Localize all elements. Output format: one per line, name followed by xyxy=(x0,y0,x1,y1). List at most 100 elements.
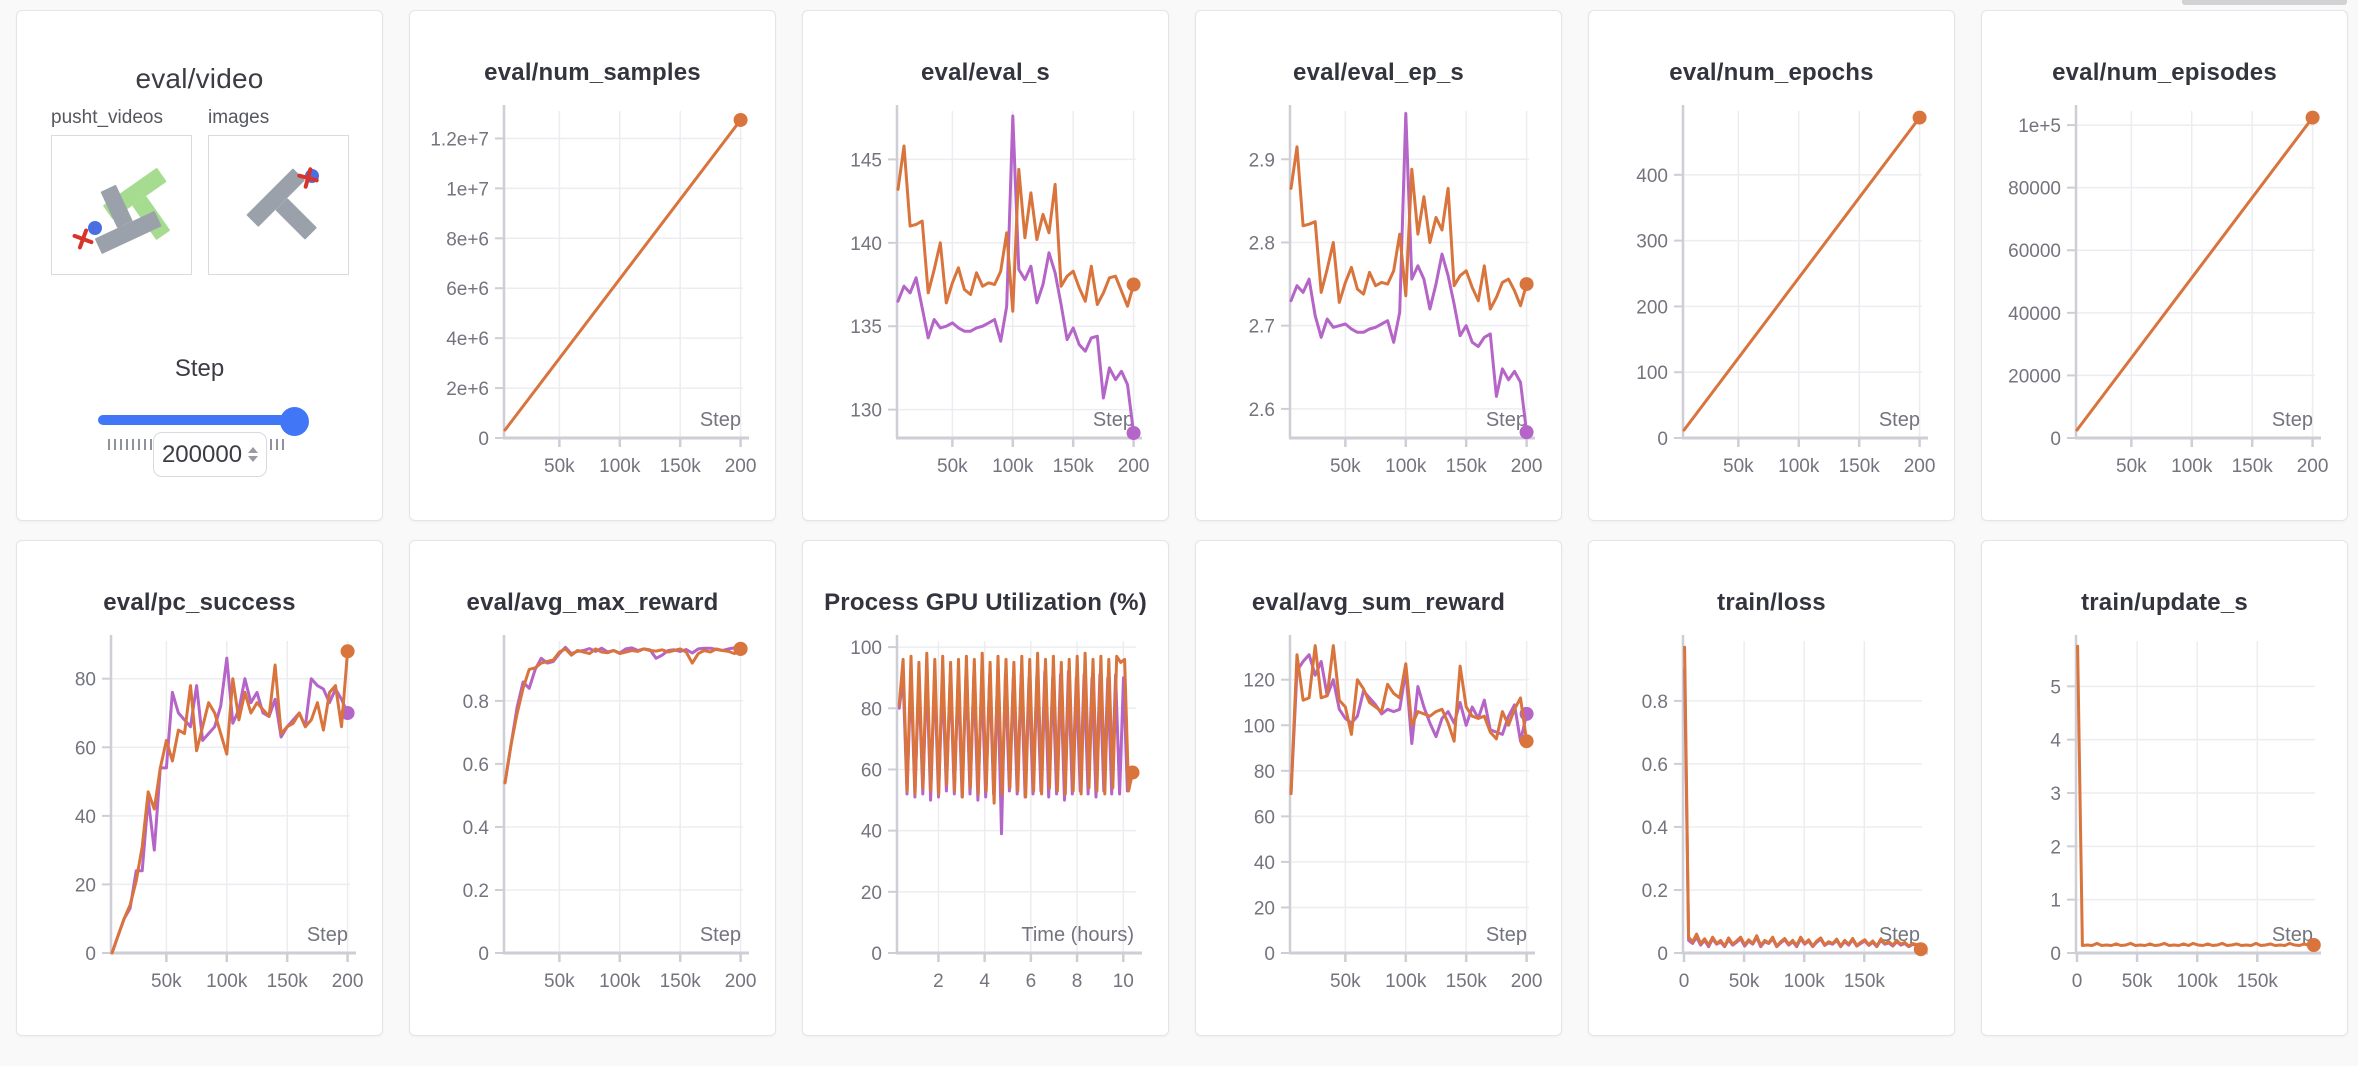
series-line-run-orange[interactable] xyxy=(2075,116,2315,432)
y-tick-label: 2e+6 xyxy=(446,379,489,400)
y-tick-label: 2.6 xyxy=(1249,400,1275,421)
step-value[interactable]: 200000 xyxy=(161,440,243,468)
x-tick-label: 8 xyxy=(1072,971,1083,992)
line-chart[interactable]: 0 50k 100k 150k 0 1 2 3 4 5 Step xyxy=(1982,625,2347,1025)
series-line-run-orange[interactable] xyxy=(110,649,350,955)
line-chart[interactable]: 50k 100k 150k 200 0 20000 40000 60000 80000 1e+5 S… xyxy=(1982,95,2347,510)
y-tick-label: 0 xyxy=(478,429,489,450)
x-tick-label: 150k xyxy=(1053,456,1095,477)
x-tick-label: 200 xyxy=(725,456,757,477)
stepper-arrows[interactable] xyxy=(248,447,259,462)
panel-train-update-s: train/update_s 0 50k 100k 150k 0 1 2 3 4 5 Step xyxy=(1981,540,2348,1036)
x-axis-title: Step xyxy=(307,924,348,946)
series-line-run-purple[interactable] xyxy=(503,645,743,785)
chart-canvas[interactable]: 50k 100k 150k 200 0 0.2 0.4 0.6 0.8 Step xyxy=(410,625,775,1025)
y-tick-label: 0.2 xyxy=(1642,881,1668,902)
chart-canvas[interactable]: 50k 100k 150k 200 0 20000 40000 60000 80000 1e+5 S… xyxy=(1982,95,2347,510)
target-cross-icon xyxy=(72,228,94,250)
series-endpoint-dot-run-purple[interactable] xyxy=(1126,425,1141,440)
series-line-run-purple[interactable] xyxy=(1289,653,1529,796)
x-tick-label: 200 xyxy=(725,971,757,992)
series-line-run-orange[interactable] xyxy=(897,651,1134,805)
series-line-run-purple[interactable] xyxy=(1683,667,1923,951)
series-line-run-orange[interactable] xyxy=(503,647,743,785)
panel-eval-avg-sum-reward: eval/avg_sum_reward 50k 100k 150k 200 0 20 40 6… xyxy=(1195,540,1562,1036)
line-chart[interactable]: 50k 100k 150k 200 0 100 200 300 400 Step xyxy=(1589,95,1954,510)
line-chart[interactable]: 50k 100k 150k 200 0 2e+6 4e+6 6e+6 8e+6 1e+7 1.2e+… xyxy=(410,95,775,510)
series-line-run-orange[interactable] xyxy=(1289,145,1529,311)
x-tick-label: 2 xyxy=(933,971,944,992)
panel-title: Process GPU Utilization (%) xyxy=(824,589,1147,616)
slider-handle[interactable] xyxy=(280,407,309,436)
y-tick-label: 0 xyxy=(85,944,96,965)
line-chart[interactable]: 50k 100k 150k 200 0 20 40 60 80 Step xyxy=(17,625,382,1025)
y-tick-label: 130 xyxy=(850,401,882,422)
y-tick-label: 0 xyxy=(478,944,489,965)
step-number-input[interactable]: 200000 xyxy=(153,432,267,477)
slider-track[interactable] xyxy=(98,415,294,425)
step-up-icon[interactable] xyxy=(248,447,259,453)
chart-canvas[interactable]: 0 50k 100k 150k 0 1 2 3 4 5 Step xyxy=(1982,625,2347,1025)
series-line-run-orange[interactable] xyxy=(503,118,743,432)
x-axis-title: Step xyxy=(1093,409,1134,431)
line-chart[interactable]: 50k 100k 150k 200 0 0.2 0.4 0.6 0.8 Step xyxy=(410,625,775,1025)
chart-canvas[interactable]: 50k 100k 150k 200 0 100 200 300 400 Step xyxy=(1589,95,1954,510)
media-thumbnail-pusht-videos[interactable] xyxy=(51,135,192,275)
x-tick-label: 100k xyxy=(1778,456,1820,477)
series-endpoint-dot-run-orange[interactable] xyxy=(2306,938,2321,952)
chart-canvas[interactable]: 50k 100k 150k 200 2.6 2.7 2.8 2.9 Step xyxy=(1196,95,1561,510)
chart-canvas[interactable]: 50k 100k 150k 200 0 20 40 60 80 Step xyxy=(17,625,382,1025)
chart-canvas[interactable]: 50k 100k 150k 200 0 20 40 60 80 100 120 Step xyxy=(1196,625,1561,1025)
x-tick-label: 50k xyxy=(937,456,968,477)
series-line-run-orange[interactable] xyxy=(2076,644,2316,947)
line-chart[interactable]: 50k 100k 150k 200 0 20 40 60 80 100 120 Step xyxy=(1196,625,1561,1025)
y-tick-label: 200 xyxy=(1636,297,1668,318)
y-tick-label: 0 xyxy=(871,944,882,965)
series-endpoint-dot-run-orange[interactable] xyxy=(1519,277,1534,292)
series-endpoint-dot-run-orange[interactable] xyxy=(1913,942,1928,957)
panel-eval-video: eval/video pusht_videos images xyxy=(16,10,383,521)
step-down-icon[interactable] xyxy=(248,456,259,462)
line-chart[interactable]: 50k 100k 150k 200 130 135 140 145 Step xyxy=(803,95,1168,510)
series-endpoint-dot-run-orange[interactable] xyxy=(1125,765,1140,780)
panel-title: eval/eval_ep_s xyxy=(1293,59,1464,86)
series-line-run-orange[interactable] xyxy=(1683,645,1923,951)
x-axis-title: Step xyxy=(1486,924,1527,946)
y-tick-label: 20 xyxy=(861,883,882,904)
panel-eval-num-samples: eval/num_samples 50k 100k 150k 200 0 2e+6 4e+6… xyxy=(409,10,776,521)
y-tick-label: 120 xyxy=(1243,671,1275,692)
y-tick-label: 2.7 xyxy=(1249,317,1275,338)
y-tick-label: 2.9 xyxy=(1249,150,1275,171)
panel-eval-avg-max-reward: eval/avg_max_reward 50k 100k 150k 200 0 0.2 0.… xyxy=(409,540,776,1036)
chart-canvas[interactable]: 50k 100k 150k 200 130 135 140 145 Step xyxy=(803,95,1168,510)
x-tick-label: 150k xyxy=(2237,971,2279,992)
y-tick-label: 80 xyxy=(75,670,96,691)
series-endpoint-dot-run-orange[interactable] xyxy=(2305,110,2320,125)
series-endpoint-dot-run-orange[interactable] xyxy=(1519,734,1534,749)
line-chart[interactable]: 50k 100k 150k 200 2.6 2.7 2.8 2.9 Step xyxy=(1196,95,1561,510)
x-axis-title: Step xyxy=(700,924,741,946)
series-endpoint-dot-run-purple[interactable] xyxy=(1519,425,1534,440)
series-line-run-orange[interactable] xyxy=(896,144,1136,313)
series-line-run-orange[interactable] xyxy=(1682,116,1922,432)
x-axis-title: Step xyxy=(2272,409,2313,431)
series-endpoint-dot-run-orange[interactable] xyxy=(1126,277,1141,292)
x-tick-label: 150k xyxy=(660,971,702,992)
media-thumbnail-images[interactable] xyxy=(208,135,349,275)
series-line-run-orange[interactable] xyxy=(1289,644,1529,796)
chart-canvas[interactable]: 50k 100k 150k 200 0 2e+6 4e+6 6e+6 8e+6 1e+7 1.2e+… xyxy=(410,95,775,510)
chart-canvas[interactable]: 2 4 6 8 10 0 20 40 60 80 100 Time (hours) xyxy=(803,625,1168,1025)
series-line-run-purple[interactable] xyxy=(110,656,350,955)
y-tick-label: 0.6 xyxy=(463,755,489,776)
series-line-run-purple[interactable] xyxy=(896,114,1136,435)
series-line-run-purple[interactable] xyxy=(1289,112,1529,434)
series-endpoint-dot-run-orange[interactable] xyxy=(1912,110,1927,125)
series-endpoint-dot-run-orange[interactable] xyxy=(733,112,748,127)
series-endpoint-dot-run-orange[interactable] xyxy=(340,644,355,659)
chart-canvas[interactable]: 0 50k 100k 150k 0 0.2 0.4 0.6 0.8 Step xyxy=(1589,625,1954,1025)
x-tick-label: 4 xyxy=(979,971,990,992)
series-endpoint-dot-run-orange[interactable] xyxy=(733,641,748,656)
step-slider-label: Step xyxy=(174,355,225,382)
